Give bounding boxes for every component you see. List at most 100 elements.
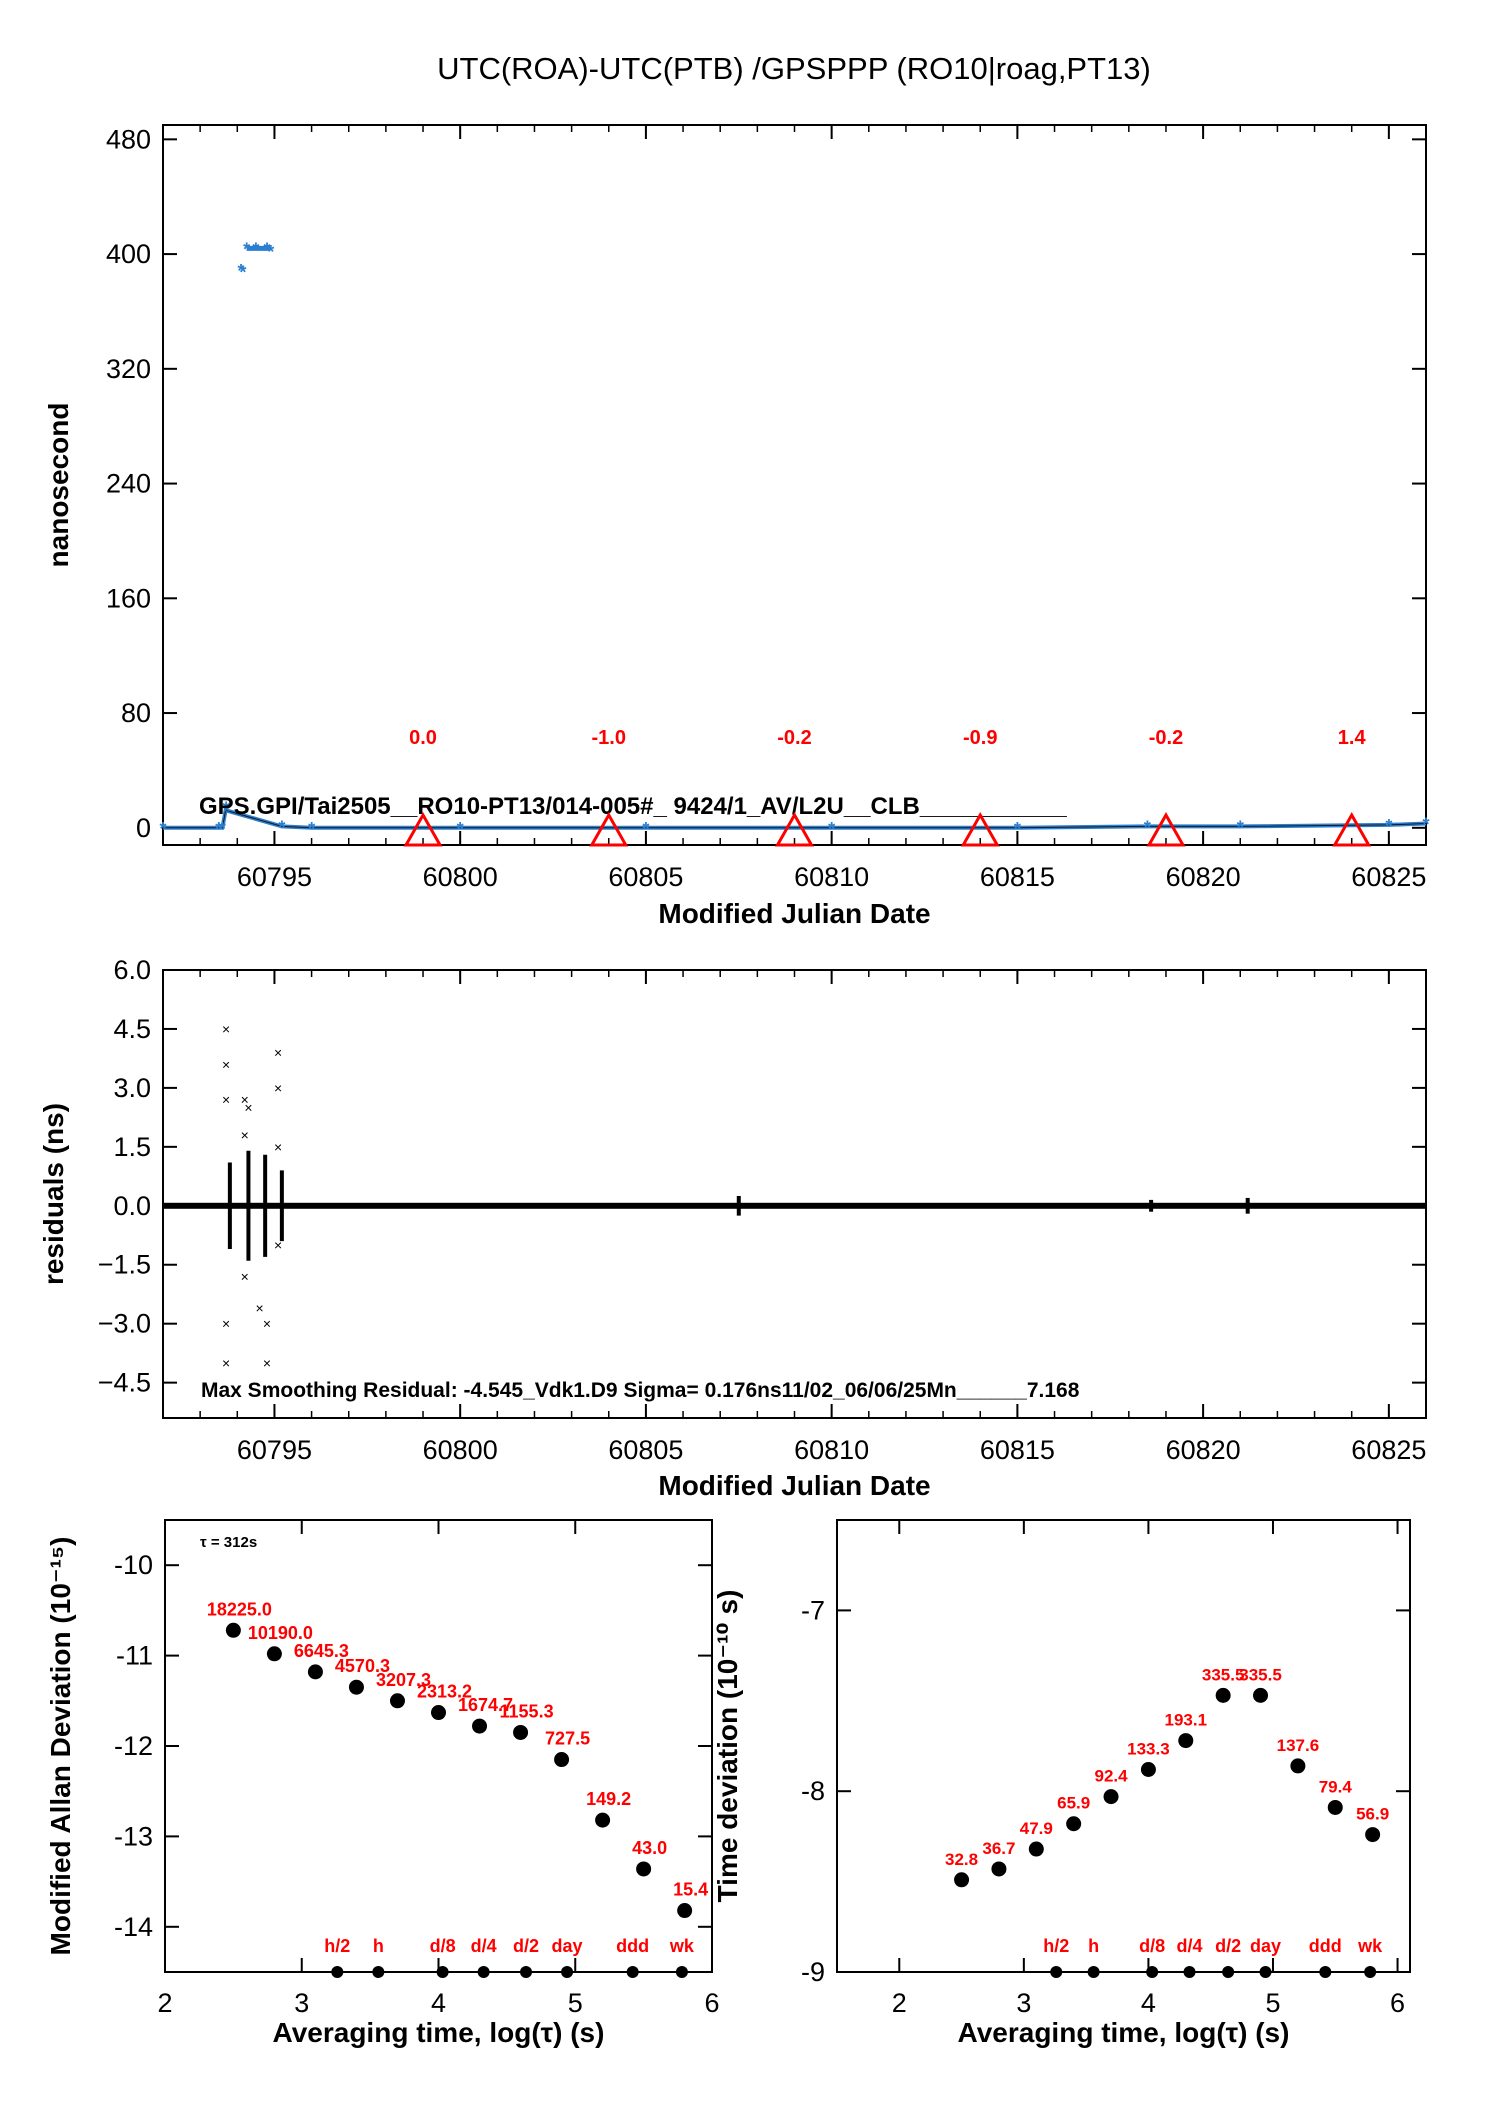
marker-label: 1.4: [1338, 727, 1367, 749]
data-point: ×: [222, 1056, 230, 1072]
y-tick-label: -13: [114, 1821, 153, 1851]
data-point: [1028, 1841, 1044, 1857]
y-axis-title: Modified Allan Deviation (10⁻¹⁵): [45, 1537, 76, 1956]
x-tick-label: 3: [1016, 1988, 1031, 2018]
data-point: *: [1237, 817, 1244, 837]
data-label: 32.8: [945, 1850, 978, 1869]
marker-triangle: [403, 811, 443, 847]
data-point: ×: [274, 1080, 282, 1096]
data-label: 36.7: [982, 1839, 1015, 1858]
time-marker-label: h/2: [324, 1936, 350, 1956]
data-point: ×: [241, 1092, 249, 1108]
time-marker-label: day: [552, 1936, 583, 1956]
marker-triangle: [1146, 811, 1186, 847]
data-point: *: [223, 802, 230, 822]
data-label: 335.5: [1202, 1665, 1245, 1684]
data-point: [1140, 1762, 1156, 1778]
data-label: 335.5: [1239, 1665, 1282, 1684]
time-marker-label: d/2: [1215, 1936, 1241, 1956]
time-marker-label: wk: [1357, 1936, 1383, 1956]
time-marker-label: d/8: [1139, 1936, 1165, 1956]
marker-label: 0.0: [409, 727, 437, 749]
data-point: ×: [255, 1300, 263, 1316]
data-label: 18225.0: [207, 1599, 272, 1619]
data-point: [266, 1646, 282, 1662]
y-tick-label: 1.5: [113, 1132, 151, 1162]
data-point: [1253, 1687, 1269, 1703]
marker-label: -0.2: [1149, 727, 1183, 749]
data-point: [431, 1705, 446, 1721]
data-point: *: [239, 262, 246, 282]
time-marker: [1259, 1966, 1272, 1978]
plot-frame: [836, 1519, 1411, 1973]
data-point: ×: [274, 1237, 282, 1253]
data-point: ×: [263, 1355, 271, 1371]
time-marker: [372, 1966, 385, 1978]
data-point: [677, 1903, 693, 1919]
x-tick-label: 60795: [237, 862, 312, 892]
data-label: 15.4: [673, 1880, 708, 1900]
chart-panel-offset: 60795 60800 60805 60810 60815 60820 60825 0 80 16…: [43, 124, 1430, 929]
data-label: 137.6: [1277, 1736, 1320, 1755]
chart-panel-residuals: 60795 60800 60805 60810 60815 60820 60825 −4.5 −…: [38, 955, 1427, 1501]
data-label: 2313.2: [417, 1682, 472, 1702]
data-point: *: [159, 819, 166, 839]
data-point: [513, 1724, 529, 1740]
data-point: *: [278, 817, 285, 837]
time-marker: [331, 1966, 344, 1978]
data-point: ×: [241, 1269, 249, 1285]
residual-band: [163, 1202, 1426, 1209]
data-point: *: [215, 819, 222, 839]
time-marker-label: wk: [669, 1936, 695, 1956]
tau-note: τ = 312s: [200, 1534, 257, 1551]
x-tick-label: 60820: [1166, 1435, 1241, 1465]
y-tick-label: -8: [801, 1776, 825, 1806]
y-tick-label: 160: [106, 583, 151, 613]
data-point: [1290, 1758, 1306, 1774]
data-point: ×: [274, 1045, 282, 1061]
y-tick-label: -7: [801, 1595, 825, 1625]
marker-triangle: [1332, 811, 1372, 847]
x-tick-label: 60815: [980, 1435, 1055, 1465]
marker-label: -1.0: [592, 727, 626, 749]
data-point: *: [1014, 819, 1021, 839]
data-point: ×: [222, 1021, 230, 1037]
chart-annotation: GPS.GPI/Tai2505__RO10-PT13/014-005#_ 942…: [199, 793, 1067, 820]
x-tick-label: 6: [1390, 1988, 1405, 2018]
x-tick-label: 60800: [423, 1435, 498, 1465]
y-tick-label: 480: [106, 124, 151, 154]
data-label: 10190.0: [248, 1623, 313, 1643]
data-point: *: [308, 819, 315, 839]
data-point: ×: [222, 1092, 230, 1108]
y-tick-label: 3.0: [113, 1073, 151, 1103]
data-point: [389, 1693, 405, 1709]
data-label: 92.4: [1094, 1767, 1128, 1786]
y-tick-label: 0: [136, 813, 151, 843]
time-marker: [520, 1966, 533, 1978]
time-marker: [675, 1966, 688, 1978]
data-label: 6645.3: [294, 1641, 349, 1661]
time-marker: [1146, 1966, 1159, 1978]
data-point: ×: [241, 1127, 249, 1143]
y-tick-label: 320: [106, 354, 151, 384]
time-marker: [1050, 1966, 1063, 1978]
plot-frame: [162, 969, 1427, 1419]
x-tick-label: 3: [294, 1988, 309, 2018]
data-point: ×: [244, 1100, 252, 1116]
x-tick-label: 60825: [1351, 1435, 1426, 1465]
x-tick-label: 60810: [794, 1435, 869, 1465]
y-tick-label: 80: [121, 698, 151, 728]
time-marker-label: ddd: [616, 1936, 649, 1956]
data-point: [307, 1664, 323, 1680]
time-marker: [1183, 1966, 1196, 1978]
time-marker: [1222, 1966, 1235, 1978]
marker-label: -0.9: [963, 727, 997, 749]
data-label: 149.2: [586, 1789, 631, 1809]
data-point: ×: [263, 1316, 271, 1332]
x-tick-label: 2: [892, 1988, 907, 2018]
data-point: [636, 1861, 652, 1877]
y-tick-label: 6.0: [113, 955, 151, 985]
data-label: 1674.7: [458, 1695, 513, 1715]
time-marker-label: h/2: [1043, 1936, 1069, 1956]
plot-frame: [164, 1519, 713, 1973]
